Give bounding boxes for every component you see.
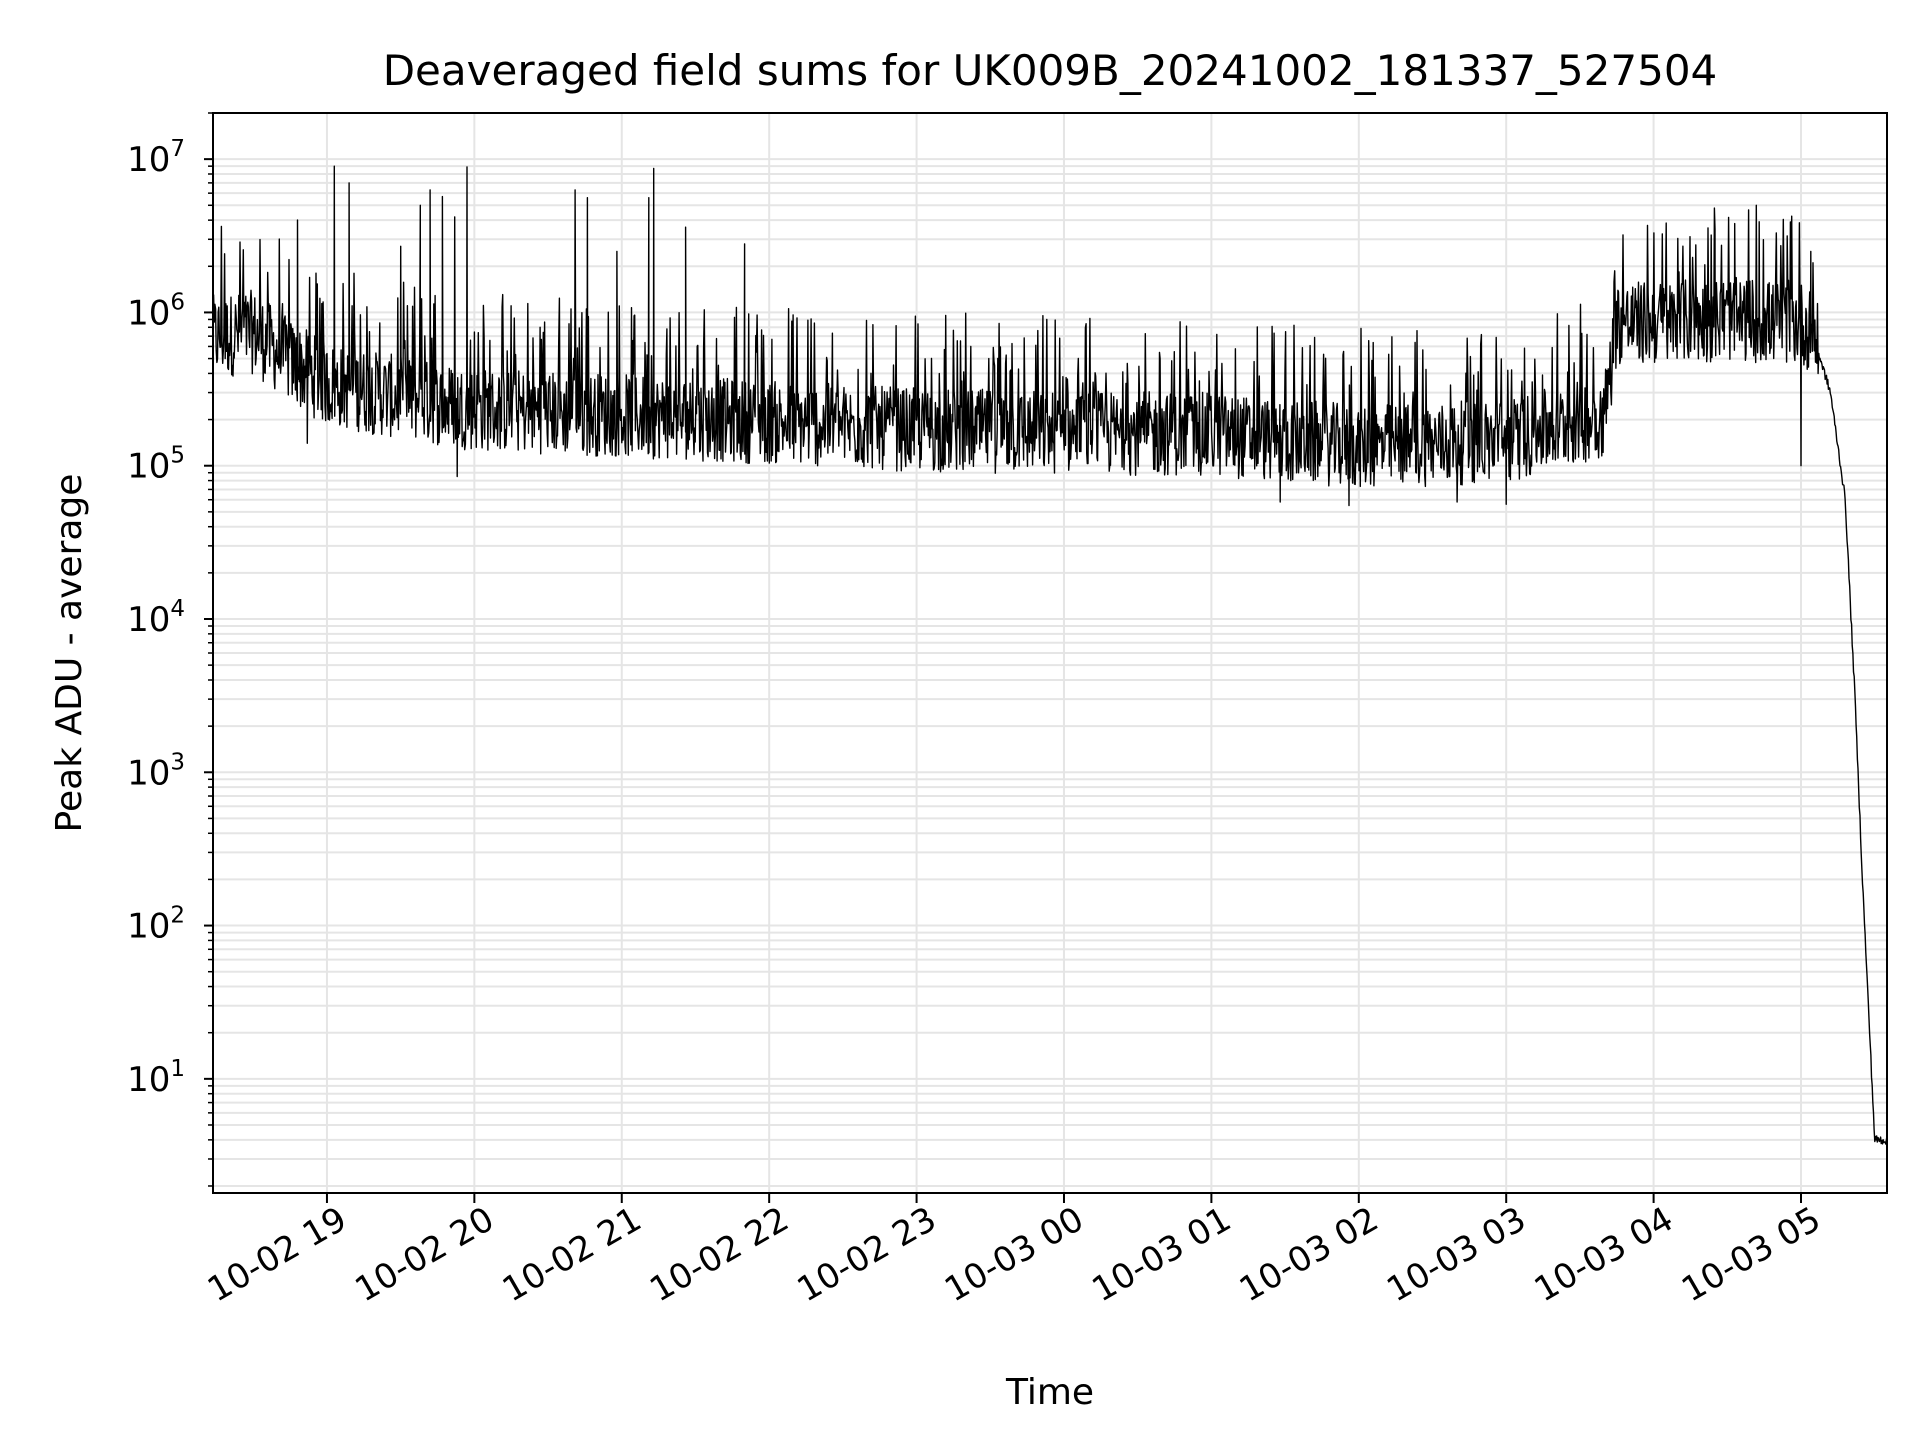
y-tick-label: 106 bbox=[127, 289, 185, 333]
y-tick-label: 104 bbox=[127, 596, 185, 640]
x-axis-label: Time bbox=[1005, 1372, 1094, 1413]
data-series-line bbox=[212, 165, 1888, 1145]
y-tick-label: 105 bbox=[127, 443, 185, 487]
y-tick-label: 102 bbox=[127, 903, 185, 947]
y-axis: 101 102 103 104 105 106 107 bbox=[127, 112, 213, 1187]
y-axis-label: Peak ADU - average bbox=[49, 474, 90, 833]
y-tick-label: 101 bbox=[127, 1056, 185, 1100]
y-tick-label: 103 bbox=[127, 749, 185, 793]
y-tick-label: 107 bbox=[127, 136, 185, 180]
grid bbox=[213, 112, 1887, 1193]
chart-title: Deaveraged field sums for UK009B_2024100… bbox=[383, 46, 1718, 95]
series-path bbox=[212, 165, 1888, 1145]
